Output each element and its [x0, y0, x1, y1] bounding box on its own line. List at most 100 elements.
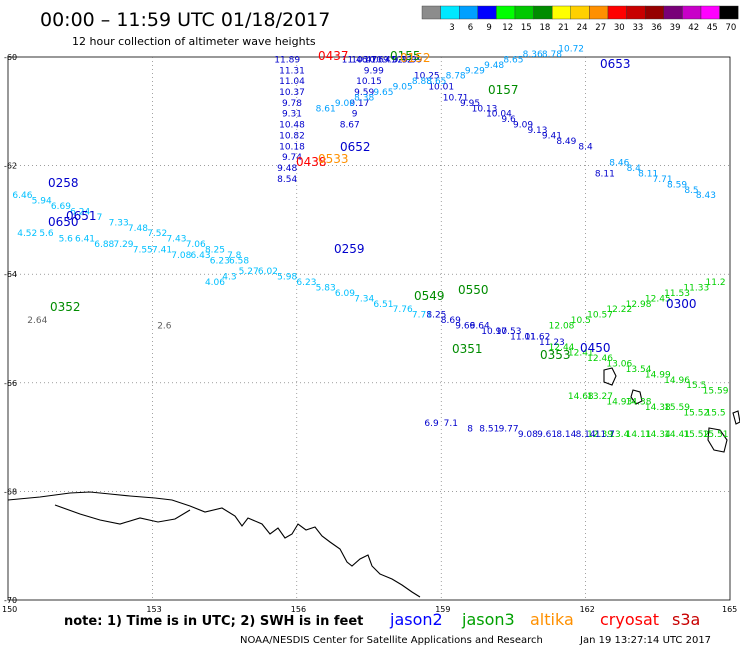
wave-height-label: 9 — [352, 110, 358, 120]
wave-height-label: 9.66 — [455, 322, 475, 332]
wave-height-label: 8.11 — [638, 169, 658, 179]
colorbar-tick-label: 30 — [614, 23, 625, 33]
colorbar-swatch — [552, 5, 572, 20]
wave-height-label: 8.36 — [523, 50, 543, 60]
wave-height-label: 11.89 — [274, 55, 300, 65]
wave-height-label: 8.54 — [277, 175, 297, 185]
wave-height-label: 8.65 — [426, 77, 446, 87]
wave-height-label: 8.43 — [696, 191, 716, 201]
wave-height-label: 13.06 — [606, 360, 632, 370]
wave-height-label: 10.82 — [279, 131, 305, 141]
wave-height-label: 15.51 — [703, 430, 729, 440]
wave-height-label: 8.11 — [595, 169, 615, 179]
wave-height-label: 8.14 — [576, 430, 596, 440]
wave-height-label: 11.33 — [683, 283, 709, 293]
wave-height-label: 8.61 — [316, 104, 336, 114]
pass-time-label: 0258 — [48, 176, 79, 190]
wave-height-label: 6.58 — [229, 256, 249, 266]
wave-height-label: 10.04 — [486, 110, 512, 120]
colorbar-tick-label: 24 — [577, 23, 588, 33]
legend-entry-cryosat: cryosat — [600, 610, 659, 629]
pass-time-label: 0353 — [540, 348, 571, 362]
pass-time-label: 0438 — [296, 155, 327, 169]
wave-height-label: 15.5 — [686, 381, 706, 391]
pass-time-label: 0652 — [340, 140, 371, 154]
wave-height-label: 8.88 — [412, 77, 432, 87]
wave-height-label: 12.46 — [587, 354, 613, 364]
wave-height-label: 8.51 — [479, 425, 499, 435]
pass-time-label: 0352 — [50, 300, 81, 314]
wave-height-label: 6.24 — [70, 207, 90, 217]
wave-height-label: 9.77 — [499, 425, 519, 435]
lon-tick-label: 150 — [2, 605, 17, 614]
wave-height-label: 4.52 — [17, 229, 37, 239]
wave-height-label: 10.71 — [443, 93, 469, 103]
wave-height-label: 14.38 — [645, 403, 671, 413]
wave-height-label: 9.08 — [518, 430, 538, 440]
wave-height-label: 9.64 — [470, 322, 490, 332]
wave-height-label: 7.1 — [444, 419, 458, 429]
colorbar-swatch — [514, 5, 534, 20]
wave-height-label: 5.83 — [316, 283, 336, 293]
wave-height-label: 7.52 — [147, 229, 167, 239]
colorbar-tick-label: 15 — [521, 23, 532, 33]
wave-height-label: 9.92 — [383, 55, 403, 65]
wave-height-label: 7.55 — [133, 245, 153, 255]
wave-height-label: 7.48 — [128, 224, 148, 234]
wave-height-label: 6.23 — [296, 278, 316, 288]
wave-height-label: 11.04 — [279, 77, 305, 87]
wave-height-label: 9.99 — [364, 66, 384, 76]
coastline — [7, 367, 740, 598]
lat-tick-label: -70 — [4, 596, 17, 605]
wave-height-label: 15.52 — [683, 430, 709, 440]
wave-height-label: 7.76 — [393, 305, 413, 315]
wave-height-label: 9.95 — [460, 99, 480, 109]
island-1 — [603, 367, 617, 386]
lat-tick-label: -60 — [4, 53, 17, 62]
wave-height-label: 7.34 — [354, 294, 374, 304]
credit-text: NOAA/NESDIS Center for Satellite Applica… — [240, 635, 543, 646]
wave-height-label: 8.67 — [340, 121, 360, 131]
wave-height-label: 5.94 — [32, 197, 52, 207]
wave-height-label: 10.97 — [481, 327, 507, 337]
wave-height-label: 8.4 — [627, 164, 642, 174]
wave-height-label: 10.5 — [571, 316, 591, 326]
colorbar-tick-label: 3 — [449, 23, 454, 33]
colorbar-swatch — [589, 5, 609, 20]
lat-tick-label: -68 — [4, 487, 17, 496]
lon-tick-label: 153 — [146, 605, 161, 614]
pass-time-label: 0155 — [390, 49, 421, 63]
wave-height-label: 14.34 — [645, 430, 671, 440]
wave-height-label: 9.61 — [537, 430, 557, 440]
wave-height-label: 7 — [97, 213, 103, 223]
wave-height-label: 5.98 — [277, 273, 297, 283]
colorbar-swatch — [421, 5, 441, 20]
wave-height-label: 14.99 — [645, 370, 671, 380]
lon-tick-label: 159 — [435, 605, 450, 614]
lon-tick-label: 156 — [291, 605, 306, 614]
wave-height-label: 9.29 — [465, 66, 485, 76]
wave-height-label: 11.23 — [539, 338, 565, 348]
colorbar-swatch — [645, 5, 665, 20]
wave-height-label: 7.33 — [109, 218, 129, 228]
legend-entry-altika: altika — [530, 610, 574, 629]
wave-height-point: 2.6 — [157, 322, 172, 332]
wave-height-label: 11.7 — [595, 430, 615, 440]
colorbar-tick-label: 33 — [632, 23, 643, 33]
wave-height-label: 14.41 — [664, 430, 690, 440]
wave-height-label: 8 — [467, 425, 473, 435]
wave-height-label: 9.48 — [277, 164, 297, 174]
wave-height-label: 9.48 — [484, 61, 504, 71]
wave-height-label: 8.59 — [667, 180, 687, 190]
wave-height-label: 15.52 — [683, 408, 709, 418]
wave-height-label: 12.08 — [549, 322, 575, 332]
wave-height-label: 10.72 — [558, 45, 584, 55]
colorbar-swatch — [477, 5, 497, 20]
wave-height-label: 10.57 — [587, 311, 613, 321]
wave-height-label: 7.71 — [653, 175, 673, 185]
wave-height-label: 8.25 — [426, 311, 446, 321]
wave-height-label: 10.18 — [279, 142, 305, 152]
